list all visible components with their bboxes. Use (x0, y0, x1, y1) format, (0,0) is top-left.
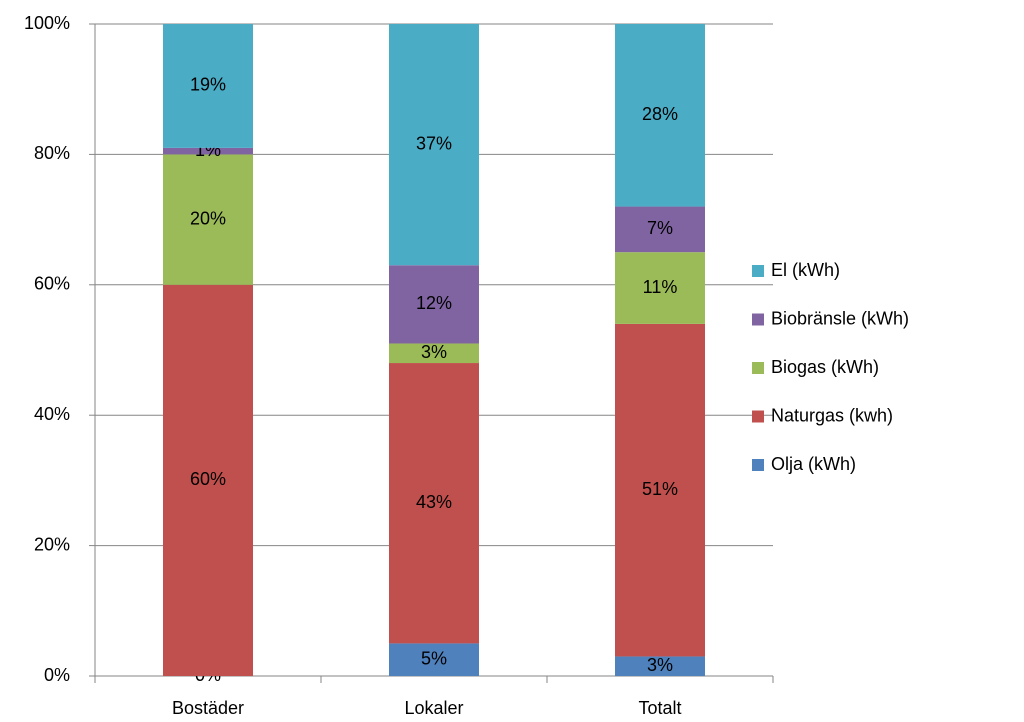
y-tick-label: 0% (44, 665, 70, 685)
legend-swatch (752, 410, 764, 423)
legend-swatch (752, 265, 764, 277)
data-label: 11% (643, 277, 678, 297)
bar-segment (163, 284, 253, 676)
data-label: 51% (642, 479, 678, 499)
x-tick-label: Totalt (638, 698, 681, 718)
data-label: 3% (647, 655, 673, 675)
data-label: 20% (190, 208, 226, 228)
bar-segment (615, 24, 705, 207)
legend-label: El (kWh) (771, 260, 840, 280)
data-label: 5% (421, 648, 447, 668)
legend-swatch (752, 362, 764, 374)
bar-segment (615, 323, 705, 657)
x-tick-label: Bostäder (172, 698, 244, 718)
bar-segment (389, 24, 479, 266)
bar-segment (163, 147, 253, 155)
data-label: 7% (647, 218, 673, 238)
data-label: 3% (421, 342, 447, 362)
legend-swatch (752, 313, 764, 326)
y-tick-label: 40% (34, 404, 70, 424)
bar-segment (163, 24, 253, 148)
bar-segment (389, 643, 479, 676)
y-tick-label: 80% (34, 143, 70, 163)
legend-label: Biobränsle (kWh) (771, 308, 909, 328)
legend-swatch (752, 459, 764, 471)
data-label: 60% (190, 469, 226, 489)
data-label: 37% (416, 133, 452, 153)
y-tick-label: 100% (24, 13, 70, 33)
data-label: 12% (416, 293, 452, 313)
legend-label: Naturgas (kwh) (771, 405, 893, 425)
data-label: 19% (190, 75, 226, 95)
legend-label: Biogas (kWh) (771, 357, 879, 377)
y-tick-label: 60% (34, 274, 70, 294)
data-label: 28% (642, 104, 678, 124)
bar-segment (615, 252, 705, 324)
bar-segment (389, 343, 479, 364)
y-tick-label: 20% (34, 534, 70, 554)
bar-segment (615, 206, 705, 253)
legend-label: Olja (kWh) (771, 454, 856, 474)
bar-segment (163, 154, 253, 285)
bar-segment (389, 363, 479, 644)
bar-segment (615, 656, 705, 676)
data-label: 43% (416, 492, 452, 512)
x-tick-label: Lokaler (404, 698, 463, 718)
bar-segment (389, 265, 479, 344)
